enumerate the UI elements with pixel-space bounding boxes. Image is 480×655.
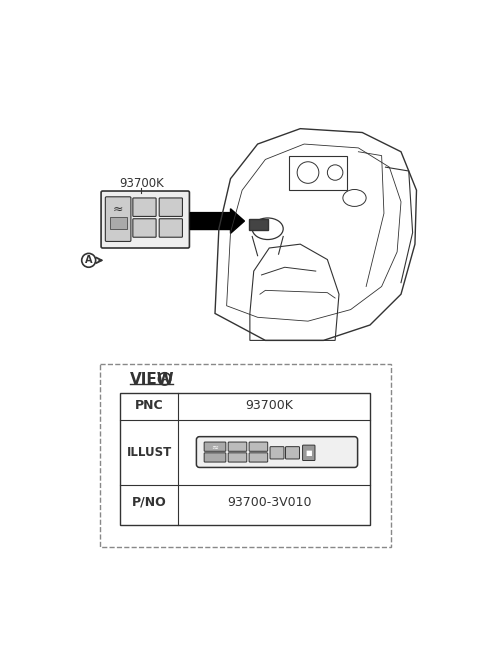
FancyBboxPatch shape — [159, 219, 182, 237]
FancyBboxPatch shape — [159, 198, 182, 216]
FancyBboxPatch shape — [249, 453, 268, 462]
Text: ■: ■ — [305, 450, 312, 456]
Text: ILLUST: ILLUST — [127, 445, 172, 458]
FancyBboxPatch shape — [120, 393, 370, 525]
FancyBboxPatch shape — [270, 447, 284, 459]
Text: PNC: PNC — [135, 400, 163, 413]
Text: 93700-3V010: 93700-3V010 — [227, 496, 312, 508]
FancyBboxPatch shape — [133, 219, 156, 237]
FancyBboxPatch shape — [105, 196, 131, 242]
Text: P/NO: P/NO — [132, 496, 167, 508]
FancyBboxPatch shape — [204, 453, 226, 462]
Text: VIEW: VIEW — [130, 372, 174, 387]
Text: 93700K: 93700K — [119, 177, 164, 190]
Text: A: A — [161, 374, 168, 384]
Text: ≈: ≈ — [113, 203, 123, 216]
Text: 93700K: 93700K — [245, 400, 293, 413]
FancyArrow shape — [190, 209, 244, 233]
Bar — [288, 156, 347, 190]
Text: A: A — [85, 255, 93, 265]
FancyBboxPatch shape — [196, 437, 358, 468]
FancyBboxPatch shape — [286, 447, 300, 459]
Bar — [249, 219, 268, 229]
Circle shape — [158, 373, 171, 385]
Circle shape — [82, 253, 96, 267]
FancyBboxPatch shape — [249, 442, 268, 451]
FancyBboxPatch shape — [228, 442, 247, 451]
FancyBboxPatch shape — [100, 364, 391, 547]
FancyBboxPatch shape — [101, 191, 190, 248]
Text: ≈: ≈ — [212, 442, 218, 451]
FancyBboxPatch shape — [228, 453, 247, 462]
Bar — [109, 217, 127, 229]
FancyBboxPatch shape — [302, 445, 315, 460]
FancyBboxPatch shape — [133, 198, 156, 216]
FancyBboxPatch shape — [204, 442, 226, 451]
